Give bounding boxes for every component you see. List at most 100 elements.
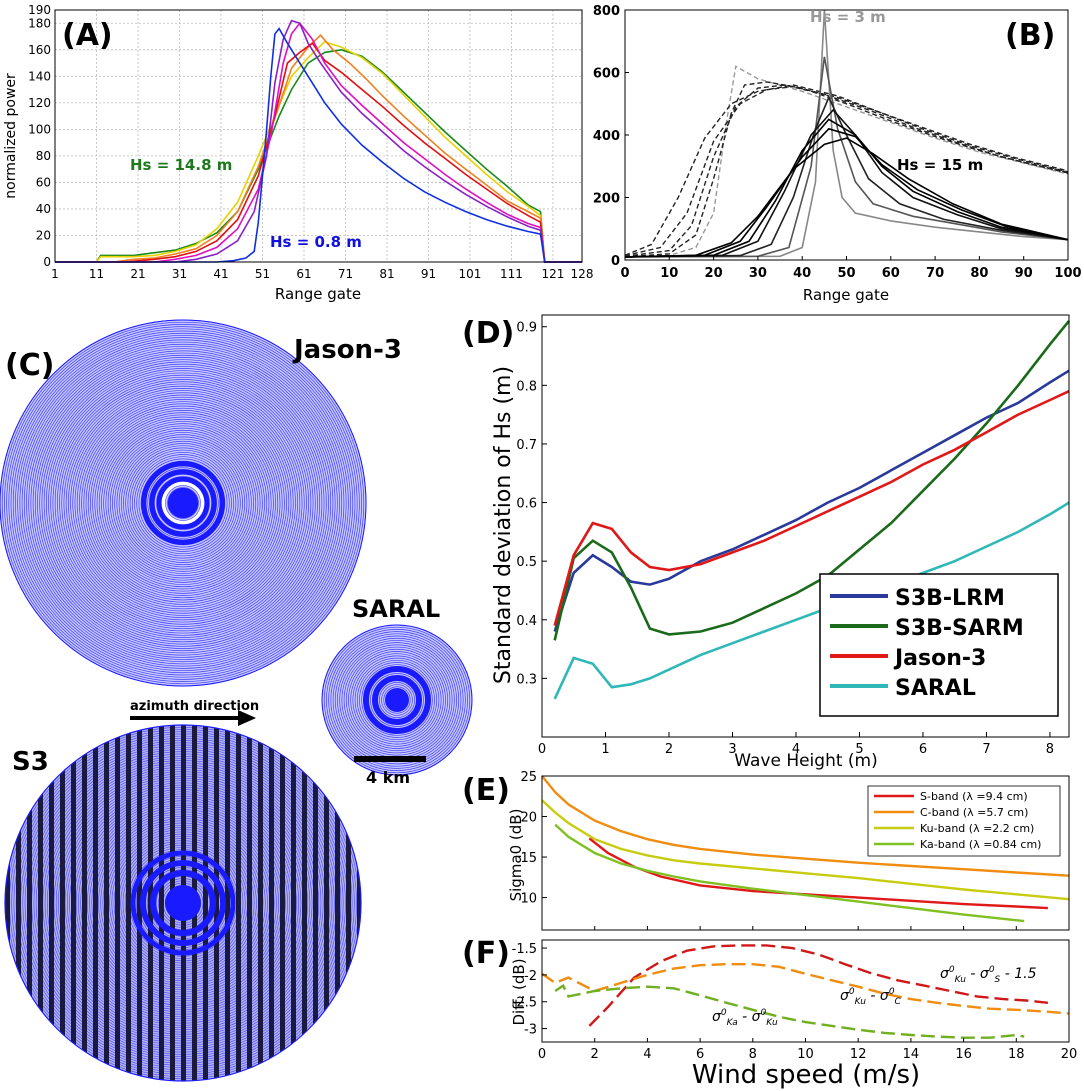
footprint-ring	[59, 379, 307, 627]
footprint-ring	[94, 414, 272, 592]
panel-b-xtick-label: 60	[882, 266, 900, 281]
panel-a-xlabel: Range gate	[275, 285, 361, 303]
panel-a-ytick-label: 100	[28, 122, 51, 136]
panel-b-solid-line	[624, 127, 1069, 258]
panel-a-ytick-label: 190	[28, 3, 51, 17]
panel-f-label: (F)	[462, 936, 510, 971]
footprint-ring	[10, 330, 356, 676]
footprint-core-ring	[140, 860, 226, 946]
s3-stripe	[313, 725, 318, 1081]
panel-e-series-line	[541, 775, 1070, 877]
panel-d-frame	[541, 314, 1070, 738]
panel-f-xtick-label: 0	[538, 1047, 546, 1062]
panel-e-label: (E)	[462, 773, 510, 808]
panel-f-xlabel: Wind speed (m/s)	[692, 1060, 920, 1090]
panel-b-solid-line	[624, 9, 1069, 258]
s3-stripe	[27, 725, 32, 1081]
s3-stripe	[225, 725, 230, 1081]
panel-e-ticks: 10 15 20 25	[520, 770, 1070, 930]
azimuth-arrow-head-icon	[238, 710, 256, 726]
panel-b-xtick-label: 70	[926, 266, 944, 281]
s3-stripe	[203, 725, 208, 1081]
panel-a: 1 11 21 31 41 51 61 71 81 91 101 111 121 128020406080…	[3, 3, 593, 303]
panel-d: 0 1 2 3 4 5 6 7 8 0.3 0.4 0.5 0.6 0.7 0.8 0.9 (D) Wave …	[462, 314, 1071, 771]
footprint-ring	[379, 682, 415, 718]
panel-f-xtick-label: 8	[749, 1047, 757, 1062]
panel-e-series-line	[541, 799, 1070, 901]
s3-stripe	[346, 725, 351, 1081]
footprint-ring	[98, 418, 268, 588]
panel-d-legend: S3B-LRM S3B-SARM Jason-3 SARAL	[819, 573, 1059, 717]
panel-d-xtick-label: 5	[855, 742, 863, 757]
panel-f-xtick-label: 18	[1008, 1047, 1025, 1062]
panel-f-ylabel: Diff. (dB)	[510, 958, 528, 1025]
panel-d-ylabel: Standard deviation of Hs (m)	[491, 366, 516, 684]
panel-b-solid-line	[624, 108, 1069, 258]
s3-stripe	[115, 725, 120, 1081]
scale-bar-label: 4 km	[366, 768, 410, 787]
s3-stripe	[126, 725, 131, 1081]
panel-a-xtick-label: 71	[338, 267, 353, 281]
footprint-ring	[34, 354, 332, 652]
panel-a-ytick-label: 160	[28, 43, 51, 57]
panel-d-series-line	[553, 390, 1070, 626]
panel-a-lines	[55, 19, 582, 263]
panel-b-ytick-label: 800	[593, 4, 620, 19]
panel-e-legend-label: Ka-band (λ =0.84 cm)	[920, 838, 1041, 851]
panel-f-ytick-label: -3	[524, 1023, 537, 1038]
footprint-ring	[63, 383, 303, 623]
panel-f-series-line	[588, 944, 1049, 1027]
s3-stripe	[236, 725, 241, 1081]
panel-d-ticks: 0 1 2 3 4 5 6 7 8 0.3 0.4 0.5 0.6 0.7 0.8 0.9	[516, 321, 1054, 757]
footprint-ring	[123, 443, 243, 563]
footprint-ring	[43, 363, 323, 643]
panel-a-series-line	[55, 42, 582, 263]
panel-f-annotation-ka-ku: σ0Ka - σ0Ku σ0Ka - σ0Ku	[712, 1008, 778, 1028]
panel-d-xtick-label: 3	[728, 742, 736, 757]
panel-a-series-line	[55, 27, 582, 263]
panel-f-series-line	[554, 983, 1025, 1039]
footprint-ring	[56, 376, 310, 630]
panel-a-series-line	[55, 34, 582, 263]
footprint-ring	[147, 467, 219, 539]
s3-stripe	[38, 725, 43, 1081]
panel-a-frame	[54, 9, 583, 263]
jason3-footprint	[0, 319, 367, 687]
panel-a-xtick-label: 31	[172, 267, 187, 281]
footprint-ring	[12, 332, 354, 674]
panel-d-ytick-label: 0.5	[516, 555, 537, 570]
footprint-ring	[332, 635, 462, 765]
panel-b-solid-line	[624, 137, 1069, 258]
footprint-ring	[156, 476, 210, 530]
footprint-ring	[39, 359, 327, 647]
footprint-ring	[8, 328, 358, 678]
footprint-ring	[361, 664, 433, 736]
footprint-ring	[30, 350, 336, 656]
panel-e: 10 15 20 25 (E) Sigma0 (dB) S-band (λ =9.4 …	[462, 770, 1070, 931]
panel-f: 0 2 4 6 8 10 12 14 16 18 20 -1.5 -2 -2.5 -3 (F) Diff. …	[462, 936, 1077, 1090]
panel-b-xlabel: Range gate	[803, 286, 889, 304]
panel-b-xtick-label: 30	[749, 266, 767, 281]
panel-a-ytick-label: 0	[43, 255, 51, 269]
panel-d-series-line	[553, 369, 1070, 632]
footprint-ring	[54, 374, 312, 632]
panel-d-xtick-label: 7	[982, 742, 990, 757]
footprint-ring	[32, 352, 334, 654]
panel-f-ticks: 0 2 4 6 8 10 12 14 16 18 20 -1.5 -2 -2.5 -3	[512, 942, 1078, 1062]
footprint-core-ring	[150, 870, 216, 936]
azimuth-label: azimuth direction	[130, 699, 259, 714]
s3-stripe	[258, 725, 263, 1081]
panel-f-ytick-label: -2	[524, 969, 537, 984]
footprint-ring	[343, 646, 451, 754]
s3-stripe	[16, 725, 21, 1081]
panel-d-xtick-label: 6	[919, 742, 927, 757]
panel-d-legend-label: SARAL	[895, 676, 976, 701]
panel-a-xtick-label: 61	[296, 267, 311, 281]
footprint-core	[165, 885, 201, 921]
panel-f-ytick-label: -1.5	[512, 942, 537, 957]
panel-a-series-line	[55, 22, 582, 263]
panel-f-xtick-label: 16	[955, 1047, 972, 1062]
footprint-ring	[328, 631, 466, 769]
s3-stripe	[214, 725, 219, 1081]
